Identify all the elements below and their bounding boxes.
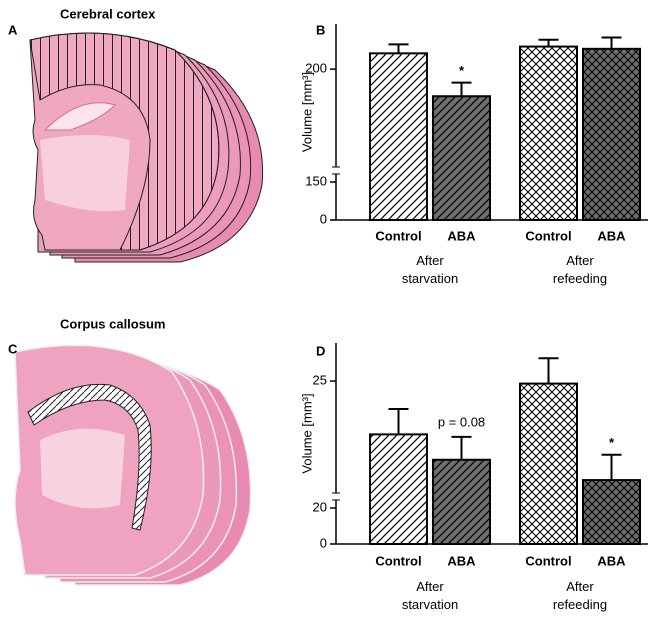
brain-image-c: [14, 344, 252, 586]
bar: [519, 382, 578, 545]
x-tick-label: Control: [375, 228, 421, 243]
bar-label: *: [609, 435, 615, 450]
y-tick-label: 0: [320, 535, 327, 550]
group-label: After refeeding: [553, 253, 607, 286]
bar: [369, 433, 428, 545]
x-tick-label: Control: [525, 228, 571, 243]
bar: [369, 52, 428, 222]
x-tick-label: ABA: [447, 228, 476, 243]
x-tick-label: ABA: [597, 553, 626, 568]
x-tick-label: Control: [375, 553, 421, 568]
y-tick-label: 0: [320, 211, 327, 226]
bar: [432, 95, 491, 221]
bar: [432, 458, 491, 545]
x-tick-label: ABA: [597, 228, 626, 243]
y-axis-label: Volume [mm³]: [299, 393, 314, 473]
bar-label: *: [459, 63, 465, 78]
y-tick-label: 200: [305, 61, 327, 76]
group-label: After refeeding: [553, 579, 607, 612]
bar: [582, 47, 641, 222]
bar-label: p = 0.08: [438, 414, 485, 429]
x-tick-label: ABA: [447, 553, 476, 568]
y-axis-label: Volume [mm³]: [299, 72, 314, 152]
panel-title: Cerebral cortex: [60, 6, 156, 21]
panel-letter: B: [316, 22, 325, 37]
y-tick-label: 150: [305, 173, 327, 188]
group-label: After starvation: [402, 253, 458, 286]
y-tick-label: 25: [313, 373, 327, 388]
y-tick-label: 20: [313, 499, 327, 514]
brain-image-a: [29, 32, 264, 263]
panel-title: Corpus callosum: [60, 316, 165, 331]
x-tick-label: Control: [525, 553, 571, 568]
panel-letter: D: [316, 343, 325, 358]
panel-letter: C: [8, 341, 18, 356]
bar: [519, 45, 578, 222]
bar: [582, 479, 641, 546]
panel-letter: A: [8, 22, 18, 37]
group-label: After starvation: [402, 579, 458, 612]
